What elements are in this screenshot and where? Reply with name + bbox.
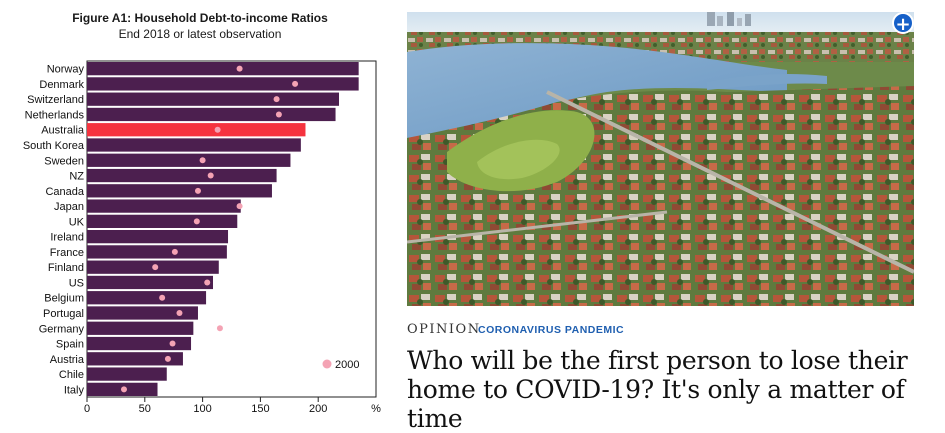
bar-austria	[87, 352, 183, 366]
bar-ireland	[87, 230, 229, 244]
marker-2000-netherlands	[275, 111, 282, 118]
marker-2000-spain	[169, 340, 176, 347]
x-unit-label: %	[371, 403, 381, 415]
plot-frame	[86, 60, 377, 398]
category-label-norway: Norway	[47, 64, 85, 76]
marker-2000-denmark	[292, 80, 299, 87]
marker-2000-belgium	[159, 294, 166, 301]
section-link[interactable]: CORONAVIRUS PANDEMIC	[478, 324, 625, 336]
article-photo[interactable]: +	[407, 12, 914, 306]
marker-2000-switzerland	[273, 96, 280, 103]
category-label-canada: Canada	[45, 186, 84, 198]
marker-2000-sweden	[199, 157, 206, 164]
category-label-sweden: Sweden	[44, 155, 84, 167]
marker-2000-germany	[216, 325, 223, 332]
category-label-nz: NZ	[69, 171, 84, 183]
bar-chart: Norway Denmark Switzerland Netherlands Austr…	[23, 60, 381, 415]
chart-title: Figure A1: Household Debt-to-income Rati…	[72, 11, 328, 25]
bar-netherlands	[87, 107, 336, 122]
category-label-france: France	[50, 247, 84, 259]
headline-line-2: home to COVID-19? It's only a matter of …	[407, 375, 905, 433]
category-label-ireland: Ireland	[50, 232, 84, 244]
bar-uk	[87, 214, 238, 228]
category-label-australia: Australia	[41, 125, 85, 137]
category-label-austria: Austria	[50, 354, 85, 366]
article-headline[interactable]: Who will be the first person to lose the…	[407, 346, 937, 433]
article-kicker: OPINION	[407, 322, 481, 337]
category-label-belgium: Belgium	[44, 293, 84, 305]
bar-japan	[87, 199, 241, 213]
bar-nz	[87, 168, 277, 183]
legend-marker	[322, 359, 332, 369]
bar-portugal	[87, 306, 198, 320]
x-tick-label-150: 150	[251, 403, 269, 415]
category-label-south-korea: South Korea	[23, 140, 85, 152]
category-label-spain: Spain	[56, 339, 84, 351]
category-label-uk: UK	[69, 216, 85, 228]
bar-australia	[87, 123, 306, 137]
x-tick-label-100: 100	[193, 403, 211, 415]
category-label-switzerland: Switzerland	[27, 94, 84, 106]
x-tick-label-50: 50	[139, 403, 151, 415]
headline-line-1: Who will be the first person to lose the…	[407, 346, 908, 375]
bar-spain	[87, 336, 192, 351]
bar-south-korea	[87, 138, 301, 152]
marker-2000-canada	[194, 187, 201, 194]
bar-norway	[87, 62, 359, 76]
category-label-italy: Italy	[64, 384, 85, 396]
chart-subtitle: End 2018 or latest observation	[118, 27, 282, 41]
expand-plus-icon[interactable]: +	[892, 12, 914, 35]
bar-canada	[87, 184, 272, 198]
category-label-chile: Chile	[59, 369, 84, 381]
legend-label: 2000	[335, 359, 359, 371]
marker-2000-nz	[207, 172, 214, 179]
category-label-finland: Finland	[48, 262, 84, 274]
bar-denmark	[87, 77, 359, 91]
bar-germany	[87, 321, 194, 335]
marker-2000-finland	[152, 264, 159, 271]
category-label-portugal: Portugal	[43, 308, 84, 320]
marker-2000-us	[204, 279, 211, 286]
bar-us	[87, 275, 214, 290]
x-tick-label-0: 0	[84, 403, 90, 415]
category-label-germany: Germany	[39, 323, 85, 335]
bar-france	[87, 245, 227, 259]
marker-2000-uk	[193, 218, 200, 225]
marker-2000-france	[171, 248, 178, 255]
bar-chile	[87, 367, 167, 381]
category-label-japan: Japan	[54, 201, 84, 213]
marker-2000-japan	[236, 203, 243, 210]
marker-2000-austria	[164, 355, 171, 362]
category-label-denmark: Denmark	[39, 79, 84, 91]
x-tick-label-200: 200	[309, 403, 327, 415]
bar-belgium	[87, 291, 207, 305]
aerial-suburb-image	[407, 12, 914, 306]
bar-switzerland	[87, 92, 340, 106]
marker-2000-italy	[120, 386, 127, 393]
marker-2000-australia	[214, 126, 221, 133]
bar-sweden	[87, 153, 291, 167]
marker-2000-norway	[236, 65, 243, 72]
category-label-us: US	[69, 277, 84, 289]
category-label-netherlands: Netherlands	[25, 109, 85, 121]
marker-2000-portugal	[176, 310, 183, 316]
chart-panel: Figure A1: Household Debt-to-income Rati…	[0, 0, 400, 429]
